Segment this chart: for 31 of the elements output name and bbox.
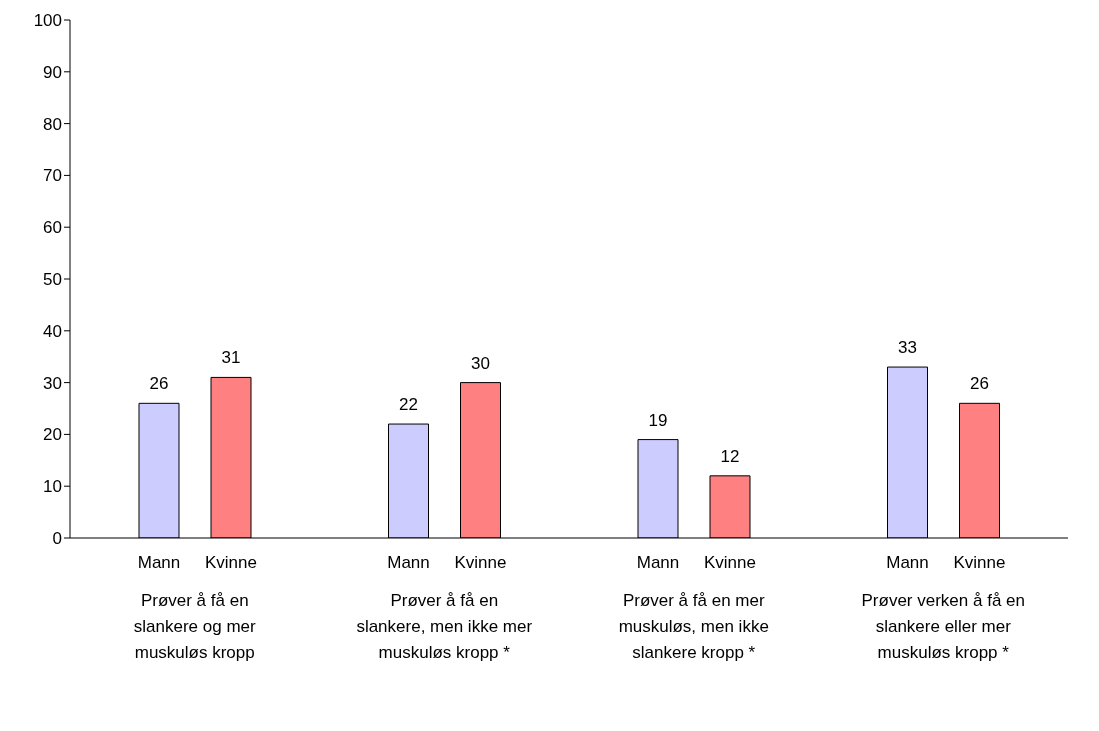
data-label: 19 bbox=[648, 410, 668, 430]
x-tick-label: Prøver å få en slankere og mer muskuløs kropp bbox=[133, 591, 257, 662]
text: Kvinne bbox=[454, 553, 507, 572]
text: Mann bbox=[137, 553, 181, 572]
y-tick-label: 10 bbox=[43, 477, 62, 497]
y-tick-label: 100 bbox=[33, 11, 62, 31]
y-tick-label: 70 bbox=[43, 166, 62, 186]
y-tick-label: 90 bbox=[43, 62, 62, 82]
data-label: 22 bbox=[399, 395, 418, 415]
text: Kvinne bbox=[704, 553, 756, 572]
x-tick-label: Prøver å få en mer muskuløs, men ikke slankere kropp * bbox=[618, 591, 769, 662]
y-tick-label: 30 bbox=[43, 373, 62, 393]
series-label: Mann bbox=[387, 553, 430, 572]
text: Mann bbox=[886, 553, 929, 572]
data-label: 26 bbox=[149, 374, 169, 394]
y-tick-label: 50 bbox=[43, 270, 62, 290]
y-tick-label: 40 bbox=[43, 321, 62, 341]
data-label: 26 bbox=[970, 374, 989, 394]
data-label: 12 bbox=[720, 446, 740, 466]
y-tick-label: 0 bbox=[52, 529, 62, 549]
y-tick-label: 60 bbox=[43, 218, 62, 238]
text: Kvinne bbox=[953, 553, 1006, 572]
data-label: 30 bbox=[471, 353, 490, 373]
text: Mann bbox=[636, 553, 680, 572]
data-label: 33 bbox=[898, 338, 917, 358]
data-label: 31 bbox=[221, 348, 241, 368]
y-tick-label: 80 bbox=[43, 114, 62, 134]
series-label: Kvinne bbox=[205, 553, 257, 572]
x-tick-label: Prøver å få en slankere, men ikke mer muskuløs kropp * bbox=[356, 591, 533, 662]
x-tick-label: Prøver verken å få en slankere eller mer muskuløs kropp * bbox=[861, 591, 1025, 662]
y-tick-label: 20 bbox=[43, 425, 62, 445]
